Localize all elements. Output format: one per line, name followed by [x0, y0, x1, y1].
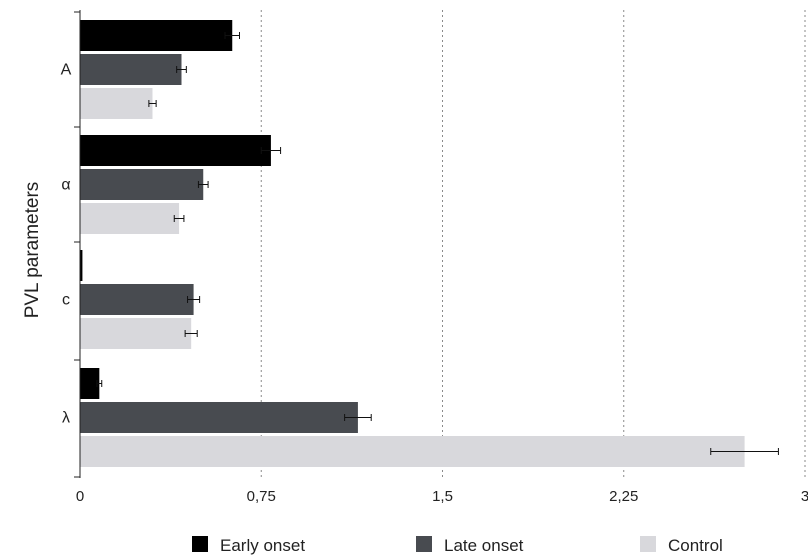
legend-label: Late onset: [444, 536, 524, 555]
bar-late-onset: [80, 54, 182, 85]
bar-layer: [80, 20, 745, 467]
x-tick-label: 0: [76, 488, 84, 505]
bar-control: [80, 88, 153, 119]
legend-swatch: [192, 536, 208, 552]
axis-layer: [74, 10, 81, 478]
y-axis-title: PVL parameters: [22, 182, 43, 319]
category-label: A: [61, 62, 72, 79]
bar-late-onset: [80, 169, 204, 200]
legend-swatch: [640, 536, 656, 552]
category-label: c: [62, 292, 70, 309]
error-bar-layer: [96, 32, 779, 455]
bar-early-onset: [80, 20, 233, 51]
category-label: α: [61, 177, 70, 194]
bar-early-onset: [80, 250, 83, 281]
bar-control: [80, 436, 745, 467]
bar-late-onset: [80, 402, 358, 433]
bar-early-onset: [80, 368, 100, 399]
legend-swatch: [416, 536, 432, 552]
bar-control: [80, 203, 180, 234]
bar-early-onset: [80, 135, 271, 166]
category-label: λ: [62, 410, 70, 427]
x-tick-label: 1,5: [432, 488, 453, 505]
x-tick-label: 2,25: [609, 488, 638, 505]
x-tick-label: 3: [801, 488, 808, 505]
legend-label: Control: [668, 536, 723, 555]
label-layer: Aα c λ 0 0,75 1,5 2,25 3 PVL parameters: [22, 62, 808, 506]
bar-control: [80, 318, 192, 349]
grid-layer: [260, 10, 806, 478]
legend: Early onset Late onset Control: [192, 536, 723, 555]
legend-label: Early onset: [220, 536, 305, 555]
x-tick-label: 0,75: [247, 488, 276, 505]
bar-late-onset: [80, 284, 194, 315]
